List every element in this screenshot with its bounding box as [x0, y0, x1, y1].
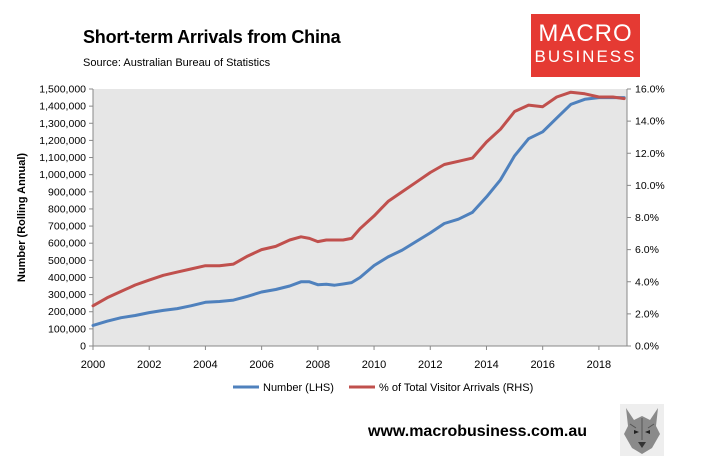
- legend-label: % of Total Visitor Arrivals (RHS): [379, 382, 533, 394]
- right-tick-label: 4.0%: [635, 276, 659, 288]
- x-tick-label: 2000: [81, 359, 105, 371]
- logo-line-1: MACRO: [538, 20, 633, 47]
- left-tick-label: 1,200,000: [39, 135, 86, 147]
- x-tick-label: 2008: [306, 359, 330, 371]
- left-tick-label: 900,000: [48, 186, 86, 198]
- wolf-logo-icon: [620, 404, 664, 456]
- macro-business-logo: MACRO BUSINESS: [531, 14, 640, 77]
- left-tick-label: 1,500,000: [39, 84, 86, 96]
- left-tick-label: 0: [80, 341, 86, 353]
- left-tick-label: 500,000: [48, 255, 86, 267]
- left-tick-label: 700,000: [48, 221, 86, 233]
- left-tick-label: 600,000: [48, 238, 86, 250]
- left-tick-label: 200,000: [48, 306, 86, 318]
- right-tick-label: 2.0%: [635, 308, 659, 320]
- left-tick-label: 1,400,000: [39, 101, 86, 113]
- x-tick-label: 2018: [587, 359, 611, 371]
- right-tick-label: 6.0%: [635, 244, 659, 256]
- chart-title: Short-term Arrivals from China: [83, 27, 341, 47]
- x-tick-label: 2016: [530, 359, 554, 371]
- x-tick-label: 2002: [137, 359, 161, 371]
- footer-url[interactable]: www.macrobusiness.com.au: [368, 423, 588, 440]
- series-line-percent: [91, 90, 626, 308]
- right-tick-label: 12.0%: [635, 148, 665, 160]
- series-line-number: [91, 96, 626, 327]
- x-tick-label: 2012: [418, 359, 442, 371]
- x-tick-label: 2010: [362, 359, 386, 371]
- left-tick-label: 1,300,000: [39, 118, 86, 130]
- left-tick-label: 1,000,000: [39, 169, 86, 181]
- left-tick-label: 800,000: [48, 203, 86, 215]
- right-tick-label: 10.0%: [635, 180, 665, 192]
- left-tick-label: 100,000: [48, 323, 86, 335]
- x-tick-label: 2004: [193, 359, 217, 371]
- x-tick-label: 2014: [474, 359, 498, 371]
- logo-line-2: BUSINESS: [534, 47, 637, 66]
- right-tick-label: 14.0%: [635, 116, 665, 128]
- chart-source: Source: Australian Bureau of Statistics: [83, 57, 271, 69]
- left-tick-label: 400,000: [48, 272, 86, 284]
- y-axis-label: Number (Rolling Annual): [16, 153, 28, 282]
- plot-area: [93, 89, 627, 346]
- left-tick-label: 1,100,000: [39, 152, 86, 164]
- left-tick-label: 300,000: [48, 289, 86, 301]
- right-tick-label: 0.0%: [635, 341, 659, 353]
- right-tick-label: 16.0%: [635, 84, 665, 96]
- right-tick-label: 8.0%: [635, 212, 659, 224]
- legend-label: Number (LHS): [263, 382, 334, 394]
- x-tick-label: 2006: [249, 359, 273, 371]
